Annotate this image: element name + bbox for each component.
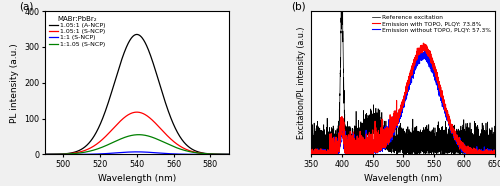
Reference excitation bbox=[492, 150, 498, 153]
1.05:1 (A-NCP) bbox=[142, 41, 148, 43]
1:1 (S-NCP) bbox=[152, 152, 158, 154]
Emission without TOPO, PLQY: 57.3%: (384, 0): 57.3%: (384, 0) bbox=[330, 153, 336, 155]
1.05:1 (S-NCP) bbox=[134, 111, 140, 113]
1.05:1 (A-NCP) bbox=[222, 153, 228, 155]
1:1.05 (S-NCP) bbox=[193, 152, 199, 154]
Emission with TOPO, PLQY: 73.8%: (478, 0.192): 73.8%: (478, 0.192) bbox=[386, 127, 392, 129]
Emission with TOPO, PLQY: 73.8%: (533, 0.816): 73.8%: (533, 0.816) bbox=[420, 42, 426, 44]
Emission with TOPO, PLQY: 73.8%: (465, 0.0497): 73.8%: (465, 0.0497) bbox=[379, 147, 385, 149]
1:1 (S-NCP) bbox=[42, 153, 48, 155]
1:1.05 (S-NCP) bbox=[152, 137, 158, 139]
1:1 (S-NCP) bbox=[129, 151, 135, 153]
Reference excitation bbox=[379, 111, 385, 114]
1.05:1 (S-NCP) bbox=[129, 112, 135, 114]
Reference excitation bbox=[308, 152, 314, 154]
Emission with TOPO, PLQY: 73.8%: (650, 0.00374): 73.8%: (650, 0.00374) bbox=[492, 153, 498, 155]
Reference excitation bbox=[340, 63, 346, 65]
Y-axis label: PL intensity (a.u.): PL intensity (a.u.) bbox=[10, 43, 19, 123]
Emission with TOPO, PLQY: 73.8%: (350, 0): 73.8%: (350, 0) bbox=[308, 153, 314, 155]
Emission without TOPO, PLQY: 57.3%: (350, 0): 57.3%: (350, 0) bbox=[308, 153, 314, 155]
1:1 (S-NCP) bbox=[142, 151, 148, 153]
1:1.05 (S-NCP) bbox=[130, 134, 136, 136]
1:1 (S-NCP) bbox=[130, 151, 136, 153]
Emission without TOPO, PLQY: 57.3%: (478, 0.102): 57.3%: (478, 0.102) bbox=[386, 139, 392, 142]
1:1.05 (S-NCP) bbox=[226, 153, 232, 155]
1:1.05 (S-NCP) bbox=[142, 134, 148, 136]
1:1.05 (S-NCP) bbox=[136, 134, 141, 136]
Emission without TOPO, PLQY: 57.3%: (536, 0.759): 57.3%: (536, 0.759) bbox=[422, 50, 428, 52]
Legend: 1.05:1 (A-NCP), 1.05:1 (S-NCP), 1:1 (S-NCP), 1:1.05 (S-NCP): 1.05:1 (A-NCP), 1.05:1 (S-NCP), 1:1 (S-N… bbox=[48, 14, 107, 48]
1:1.05 (S-NCP) bbox=[129, 134, 135, 136]
Line: 1:1 (S-NCP): 1:1 (S-NCP) bbox=[45, 152, 228, 154]
X-axis label: Wavelength (nm): Wavelength (nm) bbox=[364, 174, 442, 184]
1:1.05 (S-NCP) bbox=[222, 153, 228, 155]
1.05:1 (A-NCP) bbox=[152, 67, 158, 69]
1.05:1 (S-NCP) bbox=[152, 121, 158, 124]
1:1 (S-NCP) bbox=[226, 153, 232, 155]
X-axis label: Wavelength (nm): Wavelength (nm) bbox=[98, 174, 176, 184]
1.05:1 (S-NCP) bbox=[130, 111, 136, 114]
Text: (a): (a) bbox=[20, 2, 34, 12]
Emission with TOPO, PLQY: 73.8%: (402, 0.119): 73.8%: (402, 0.119) bbox=[340, 137, 346, 139]
1.05:1 (A-NCP) bbox=[130, 35, 136, 37]
1:1.05 (S-NCP) bbox=[42, 153, 48, 155]
1:1 (S-NCP) bbox=[134, 151, 140, 153]
Line: 1.05:1 (S-NCP): 1.05:1 (S-NCP) bbox=[45, 112, 228, 154]
Emission without TOPO, PLQY: 57.3%: (612, 0.00891): 57.3%: (612, 0.00891) bbox=[468, 152, 474, 154]
1.05:1 (A-NCP) bbox=[193, 150, 199, 152]
1.05:1 (A-NCP) bbox=[129, 36, 135, 38]
Reference excitation bbox=[387, 142, 393, 145]
Reference excitation bbox=[488, 151, 494, 153]
Reference excitation bbox=[338, 10, 344, 12]
Line: 1.05:1 (A-NCP): 1.05:1 (A-NCP) bbox=[45, 34, 228, 154]
Text: (b): (b) bbox=[291, 2, 306, 12]
1.05:1 (A-NCP) bbox=[226, 153, 232, 155]
Line: Emission with TOPO, PLQY: 73.8%: Emission with TOPO, PLQY: 73.8% bbox=[312, 43, 495, 154]
Reference excitation bbox=[408, 153, 414, 155]
Legend: Reference excitation, Emission with TOPO, PLQY: 73.8%, Emission without TOPO, PL: Reference excitation, Emission with TOPO… bbox=[371, 14, 492, 33]
Line: 1:1.05 (S-NCP): 1:1.05 (S-NCP) bbox=[45, 135, 228, 154]
1:1 (S-NCP) bbox=[222, 153, 228, 155]
1.05:1 (S-NCP) bbox=[142, 113, 148, 116]
Emission without TOPO, PLQY: 57.3%: (644, 0.0198): 57.3%: (644, 0.0198) bbox=[488, 151, 494, 153]
Emission without TOPO, PLQY: 57.3%: (650, 0): 57.3%: (650, 0) bbox=[492, 153, 498, 155]
Reference excitation bbox=[468, 137, 474, 140]
Emission without TOPO, PLQY: 57.3%: (402, 0.124): 57.3%: (402, 0.124) bbox=[340, 136, 346, 139]
Emission without TOPO, PLQY: 57.3%: (465, 0.0617): 57.3%: (465, 0.0617) bbox=[379, 145, 385, 147]
Reference excitation bbox=[330, 134, 336, 137]
1.05:1 (A-NCP) bbox=[134, 33, 140, 36]
1.05:1 (S-NCP) bbox=[42, 153, 48, 155]
Line: Reference excitation: Reference excitation bbox=[312, 11, 495, 154]
Emission with TOPO, PLQY: 73.8%: (384, 0.0803): 73.8%: (384, 0.0803) bbox=[330, 142, 336, 145]
1.05:1 (A-NCP) bbox=[42, 153, 48, 155]
1.05:1 (S-NCP) bbox=[193, 151, 199, 153]
Y-axis label: Excitation/PL intensity (a.u.): Excitation/PL intensity (a.u.) bbox=[297, 27, 306, 139]
Emission with TOPO, PLQY: 73.8%: (612, 0.0103): 73.8%: (612, 0.0103) bbox=[468, 152, 474, 154]
1.05:1 (S-NCP) bbox=[222, 153, 228, 155]
1.05:1 (S-NCP) bbox=[226, 153, 232, 155]
1:1 (S-NCP) bbox=[193, 153, 199, 155]
Line: Emission without TOPO, PLQY: 57.3%: Emission without TOPO, PLQY: 57.3% bbox=[312, 51, 495, 154]
Emission with TOPO, PLQY: 73.8%: (644, 0.0108): 73.8%: (644, 0.0108) bbox=[488, 152, 494, 154]
